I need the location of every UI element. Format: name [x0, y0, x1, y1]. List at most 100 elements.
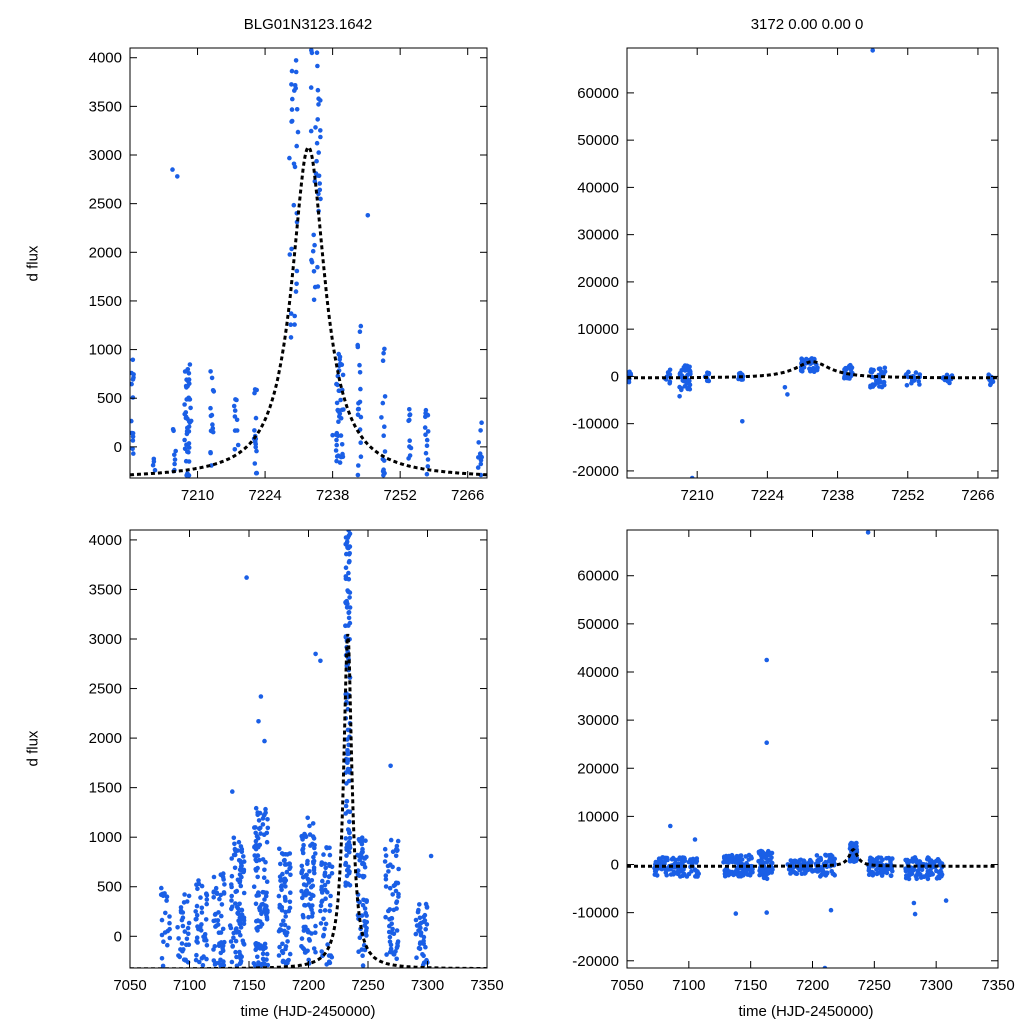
- data-point: [746, 852, 752, 858]
- data-point: [355, 406, 361, 412]
- data-point: [721, 860, 726, 865]
- data-point: [357, 370, 363, 375]
- panel-title-left: BLG01N3123.1642: [243, 16, 373, 33]
- data-point: [818, 857, 824, 863]
- data-point: [347, 595, 352, 600]
- data-point: [300, 835, 305, 841]
- data-point: [334, 458, 339, 464]
- data-point: [764, 657, 769, 663]
- x-tick-label: 7350: [470, 977, 503, 994]
- data-point: [313, 930, 318, 935]
- data-point: [163, 910, 168, 916]
- data-point: [234, 397, 239, 403]
- data-point: [357, 362, 362, 368]
- data-point: [263, 806, 268, 812]
- data-point: [289, 107, 295, 112]
- data-point: [336, 409, 341, 414]
- data-point: [319, 949, 325, 954]
- data-point: [818, 874, 823, 879]
- data-point: [295, 129, 301, 135]
- data-point: [390, 950, 396, 955]
- data-point: [260, 816, 266, 821]
- data-point: [337, 460, 343, 465]
- data-point: [824, 870, 830, 876]
- data-point: [203, 917, 209, 922]
- data-point: [386, 908, 391, 914]
- data-point: [173, 448, 178, 454]
- data-point: [693, 874, 698, 879]
- data-point: [195, 940, 200, 945]
- data-point: [422, 425, 428, 430]
- data-point: [344, 551, 349, 557]
- data-point: [240, 938, 246, 944]
- data-point: [421, 941, 427, 947]
- data-point: [194, 882, 199, 887]
- data-point: [195, 886, 200, 892]
- data-point: [237, 949, 242, 955]
- data-point: [182, 892, 187, 897]
- data-point: [911, 900, 917, 906]
- data-point: [904, 383, 910, 388]
- data-point: [344, 737, 350, 742]
- data-point: [183, 414, 189, 420]
- data-point: [381, 350, 386, 356]
- data-point: [232, 865, 238, 871]
- data-point: [345, 588, 350, 593]
- data-point: [847, 858, 853, 864]
- y-tick-label: 0: [114, 928, 122, 945]
- data-point: [385, 863, 391, 869]
- data-point: [302, 874, 308, 879]
- data-point: [160, 963, 166, 968]
- data-point: [313, 923, 318, 929]
- data-point: [286, 957, 291, 963]
- data-point: [380, 400, 386, 406]
- data-point: [186, 377, 191, 383]
- data-point: [130, 381, 134, 387]
- data-point: [347, 544, 353, 549]
- data-point: [339, 362, 345, 368]
- data-point: [797, 867, 802, 873]
- data-point: [199, 910, 205, 915]
- data-point: [252, 844, 257, 849]
- data-point: [305, 861, 310, 867]
- data-point: [180, 948, 185, 954]
- data-point: [279, 922, 284, 928]
- data-point: [235, 906, 241, 911]
- data-point: [211, 874, 217, 880]
- data-point: [418, 932, 424, 938]
- data-point: [347, 835, 353, 841]
- data-point: [389, 930, 395, 935]
- data-point: [264, 917, 270, 922]
- data-point: [666, 370, 671, 376]
- data-point: [407, 417, 412, 423]
- data-point: [208, 450, 213, 456]
- data-point: [346, 767, 352, 773]
- data-point: [382, 449, 388, 454]
- data-point: [180, 923, 186, 929]
- data-point: [188, 405, 193, 411]
- data-point: [258, 694, 264, 699]
- data-point: [265, 825, 271, 831]
- data-point: [299, 888, 304, 894]
- y-tick-label: 0: [611, 857, 619, 874]
- data-point: [424, 437, 430, 443]
- data-point: [334, 437, 339, 443]
- data-point: [756, 858, 761, 864]
- data-point: [284, 869, 290, 875]
- data-point: [200, 963, 206, 968]
- data-point: [312, 179, 318, 184]
- y-tick-label: 1000: [89, 342, 122, 359]
- data-point: [357, 329, 363, 335]
- data-point: [309, 50, 315, 56]
- model-curve: [627, 847, 998, 868]
- data-point: [229, 906, 234, 912]
- data-point: [287, 951, 293, 957]
- data-point: [253, 838, 259, 844]
- data-point: [229, 856, 234, 861]
- data-point: [209, 375, 215, 381]
- data-point: [417, 941, 423, 946]
- data-point: [186, 441, 192, 446]
- data-point: [822, 965, 828, 968]
- data-point: [478, 461, 484, 467]
- data-point: [310, 841, 315, 847]
